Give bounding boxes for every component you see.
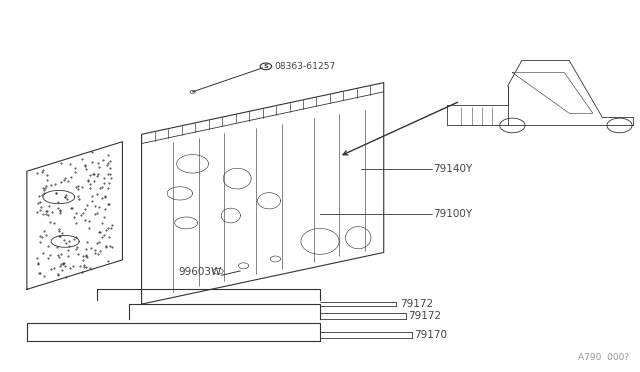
Text: S: S <box>264 64 268 69</box>
Text: 79170: 79170 <box>414 330 447 340</box>
Text: 79172: 79172 <box>408 311 441 321</box>
Text: A790  000?: A790 000? <box>578 353 629 362</box>
Text: 79172: 79172 <box>399 299 433 309</box>
Text: 79100Y: 79100Y <box>433 209 472 219</box>
Text: 08363-61257: 08363-61257 <box>274 62 335 71</box>
Text: 79140Y: 79140Y <box>433 164 473 174</box>
Text: 99603W: 99603W <box>179 267 222 277</box>
